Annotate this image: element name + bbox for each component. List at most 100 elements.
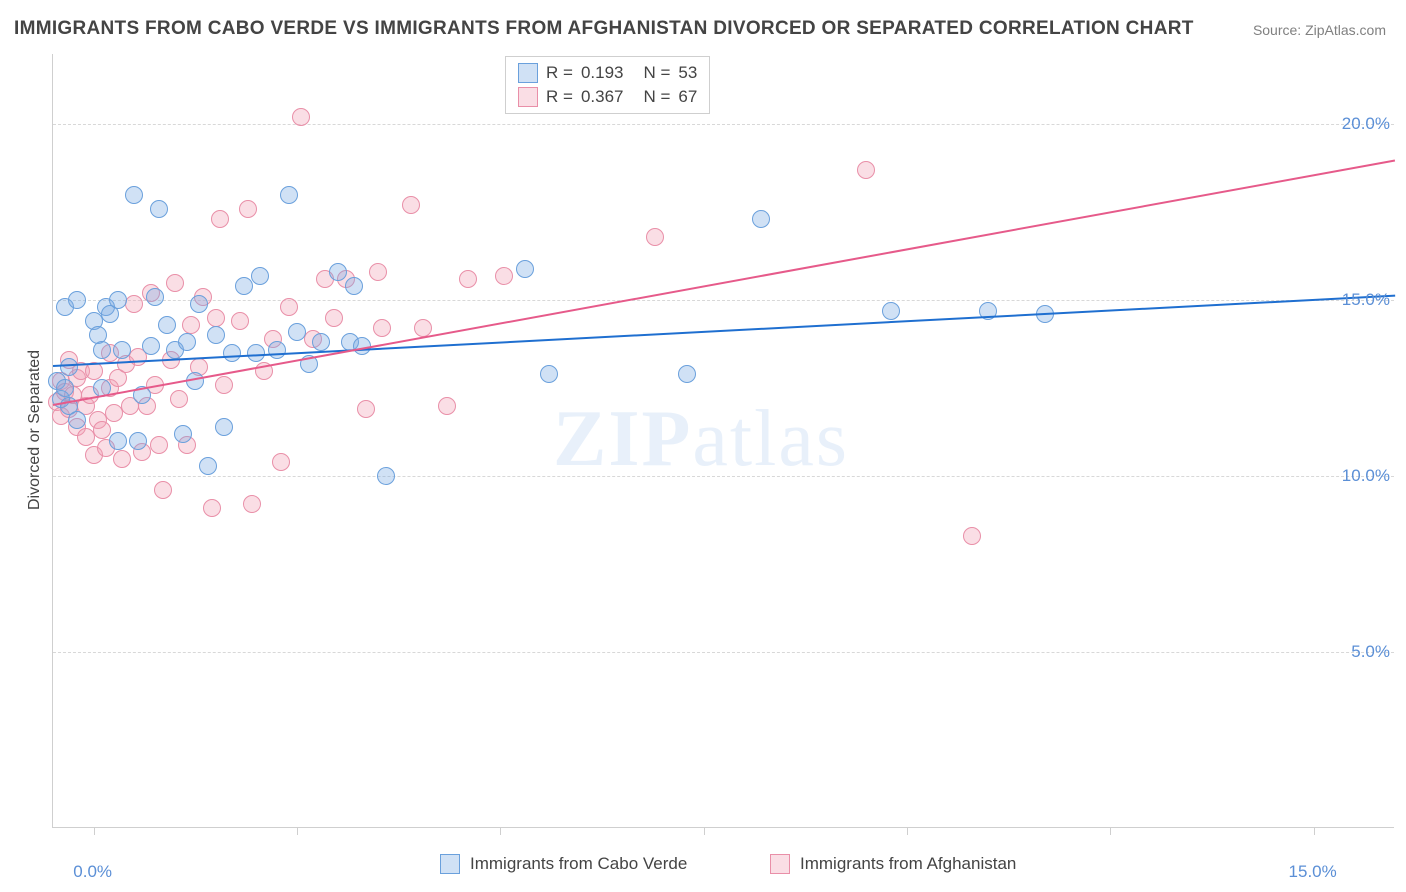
series-a-dot	[329, 263, 347, 281]
series-a-dot	[288, 323, 306, 341]
series-a-dot	[207, 326, 225, 344]
r-value-a: 0.193	[581, 63, 624, 83]
series-b-dot	[373, 319, 391, 337]
legend-row-a: R = 0.193 N = 53	[518, 61, 697, 85]
legend-label-a: Immigrants from Cabo Verde	[470, 854, 687, 874]
gridline-h	[53, 300, 1394, 301]
n-value-b: 67	[678, 87, 697, 107]
series-a-dot	[540, 365, 558, 383]
series-a-dot	[178, 333, 196, 351]
gridline-h	[53, 476, 1394, 477]
gridline-h	[53, 124, 1394, 125]
x-tick	[704, 827, 705, 835]
series-a-dot	[377, 467, 395, 485]
legend-series-b: Immigrants from Afghanistan	[770, 854, 1016, 874]
series-b-dot	[243, 495, 261, 513]
swatch-bottom-b	[770, 854, 790, 874]
series-a-dot	[280, 186, 298, 204]
series-b-dot	[438, 397, 456, 415]
swatch-bottom-a	[440, 854, 460, 874]
series-a-dot	[93, 341, 111, 359]
y-tick-label: 20.0%	[1342, 114, 1390, 134]
series-a-dot	[223, 344, 241, 362]
y-tick-label: 5.0%	[1351, 642, 1390, 662]
series-b-dot	[495, 267, 513, 285]
series-b-dot	[150, 436, 168, 454]
gridline-h	[53, 652, 1394, 653]
series-b-dot	[857, 161, 875, 179]
x-tick-label: 0.0%	[73, 862, 112, 882]
series-b-dot	[170, 390, 188, 408]
series-b-dot	[166, 274, 184, 292]
series-b-dot	[207, 309, 225, 327]
x-tick	[1110, 827, 1111, 835]
watermark: ZIPatlas	[553, 394, 849, 485]
series-b-dot	[459, 270, 477, 288]
x-tick	[1314, 827, 1315, 835]
series-a-dot	[113, 341, 131, 359]
swatch-a	[518, 63, 538, 83]
series-a-dot	[142, 337, 160, 355]
series-b-dot	[215, 376, 233, 394]
swatch-b	[518, 87, 538, 107]
series-a-dot	[174, 425, 192, 443]
series-a-dot	[56, 379, 74, 397]
series-a-dot	[312, 333, 330, 351]
series-b-dot	[231, 312, 249, 330]
series-b-dot	[154, 481, 172, 499]
series-b-dot	[93, 421, 111, 439]
series-b-dot	[203, 499, 221, 517]
series-a-dot	[235, 277, 253, 295]
series-b-dot	[211, 210, 229, 228]
y-tick-label: 10.0%	[1342, 466, 1390, 486]
chart-container: IMMIGRANTS FROM CABO VERDE VS IMMIGRANTS…	[0, 0, 1406, 892]
series-a-dot	[882, 302, 900, 320]
x-tick-label: 15.0%	[1289, 862, 1337, 882]
series-a-dot	[516, 260, 534, 278]
series-a-dot	[60, 358, 78, 376]
series-a-dot	[752, 210, 770, 228]
r-label-b: R =	[546, 87, 573, 107]
series-a-dot	[190, 295, 208, 313]
series-b-dot	[272, 453, 290, 471]
legend-label-b: Immigrants from Afghanistan	[800, 854, 1016, 874]
n-label-a: N =	[643, 63, 670, 83]
series-b-dot	[125, 295, 143, 313]
r-value-b: 0.367	[581, 87, 624, 107]
x-tick	[907, 827, 908, 835]
series-b-dot	[402, 196, 420, 214]
series-b-dot	[646, 228, 664, 246]
series-a-dot	[215, 418, 233, 436]
legend-row-b: R = 0.367 N = 67	[518, 85, 697, 109]
series-b-dot	[113, 450, 131, 468]
x-tick	[500, 827, 501, 835]
series-b-dot	[357, 400, 375, 418]
n-label-b: N =	[643, 87, 670, 107]
series-b-dot	[369, 263, 387, 281]
legend-stats: R = 0.193 N = 53 R = 0.367 N = 67	[505, 56, 710, 114]
legend-series-a: Immigrants from Cabo Verde	[440, 854, 687, 874]
r-label-a: R =	[546, 63, 573, 83]
series-a-dot	[68, 291, 86, 309]
series-a-dot	[345, 277, 363, 295]
series-a-dot	[68, 411, 86, 429]
series-a-dot	[109, 432, 127, 450]
plot-area: ZIPatlas	[52, 54, 1394, 828]
series-a-dot	[199, 457, 217, 475]
series-a-dot	[150, 200, 168, 218]
series-a-dot	[146, 288, 164, 306]
series-b-dot	[963, 527, 981, 545]
series-b-dot	[182, 316, 200, 334]
series-a-dot	[251, 267, 269, 285]
chart-title: IMMIGRANTS FROM CABO VERDE VS IMMIGRANTS…	[14, 18, 1194, 40]
source-label: Source: ZipAtlas.com	[1253, 22, 1386, 38]
series-b-dot	[280, 298, 298, 316]
series-b-dot	[292, 108, 310, 126]
y-tick-label: 15.0%	[1342, 290, 1390, 310]
n-value-a: 53	[678, 63, 697, 83]
series-b-dot	[325, 309, 343, 327]
series-a-dot	[678, 365, 696, 383]
series-a-dot	[268, 341, 286, 359]
series-b-dot	[239, 200, 257, 218]
series-a-dot	[129, 432, 147, 450]
